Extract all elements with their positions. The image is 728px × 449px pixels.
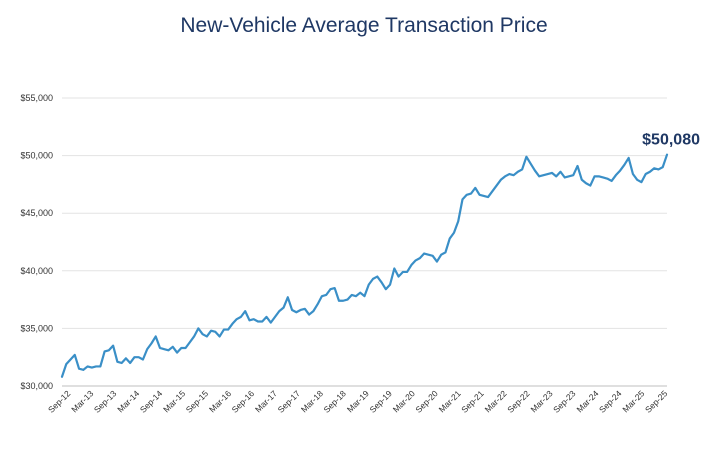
x-tick-label: Mar-22 (483, 388, 509, 414)
x-tick-label: Mar-17 (253, 388, 279, 414)
x-tick-label: Mar-16 (207, 388, 233, 414)
x-tick-label: Sep-23 (551, 388, 578, 415)
x-tick-label: Sep-14 (138, 388, 165, 415)
x-tick-label: Sep-13 (92, 388, 119, 415)
x-tick-label: Mar-21 (437, 388, 463, 414)
x-tick-label: Mar-14 (115, 388, 141, 414)
x-tick-label: Sep-16 (230, 388, 257, 415)
x-tick-label: Sep-15 (184, 388, 211, 415)
series-line (60, 153, 669, 378)
y-tick-label: $55,000 (20, 93, 53, 103)
y-tick-label: $45,000 (20, 208, 53, 218)
x-tick-label: Mar-13 (69, 388, 95, 414)
chart-title: New-Vehicle Average Transaction Price (180, 14, 548, 37)
x-tick-label: Sep-17 (276, 388, 303, 415)
y-tick-label: $50,000 (20, 151, 53, 161)
x-tick-label: Sep-19 (367, 388, 394, 415)
y-tick-label: $40,000 (20, 266, 53, 276)
x-axis: Sep-12Mar-13Sep-13Mar-14Sep-14Mar-15Sep-… (46, 388, 670, 415)
x-tick-label: Mar-20 (391, 388, 417, 414)
y-axis: $30,000 $35,000 $40,000 $45,000 $50,000 $55,0… (20, 93, 53, 391)
x-tick-label: Sep-18 (321, 388, 348, 415)
x-tick-label: Sep-25 (643, 388, 670, 415)
x-tick-label: Sep-20 (413, 388, 440, 415)
x-tick-label: Mar-24 (574, 388, 600, 414)
x-tick-label: Sep-12 (46, 388, 73, 415)
x-tick-label: Mar-25 (620, 388, 646, 414)
x-tick-label: Mar-23 (528, 388, 554, 414)
x-tick-label: Mar-15 (161, 388, 187, 414)
y-tick-label: $35,000 (20, 323, 53, 333)
last-value-callout: $50,080 (642, 132, 700, 149)
x-tick-label: Mar-19 (345, 388, 371, 414)
x-tick-label: Sep-21 (459, 388, 486, 415)
series-group (60, 153, 669, 378)
x-tick-label: Sep-24 (597, 388, 624, 415)
x-tick-label: Mar-18 (299, 388, 325, 414)
y-tick-label: $30,000 (20, 381, 53, 391)
x-tick-label: Sep-22 (505, 388, 532, 415)
